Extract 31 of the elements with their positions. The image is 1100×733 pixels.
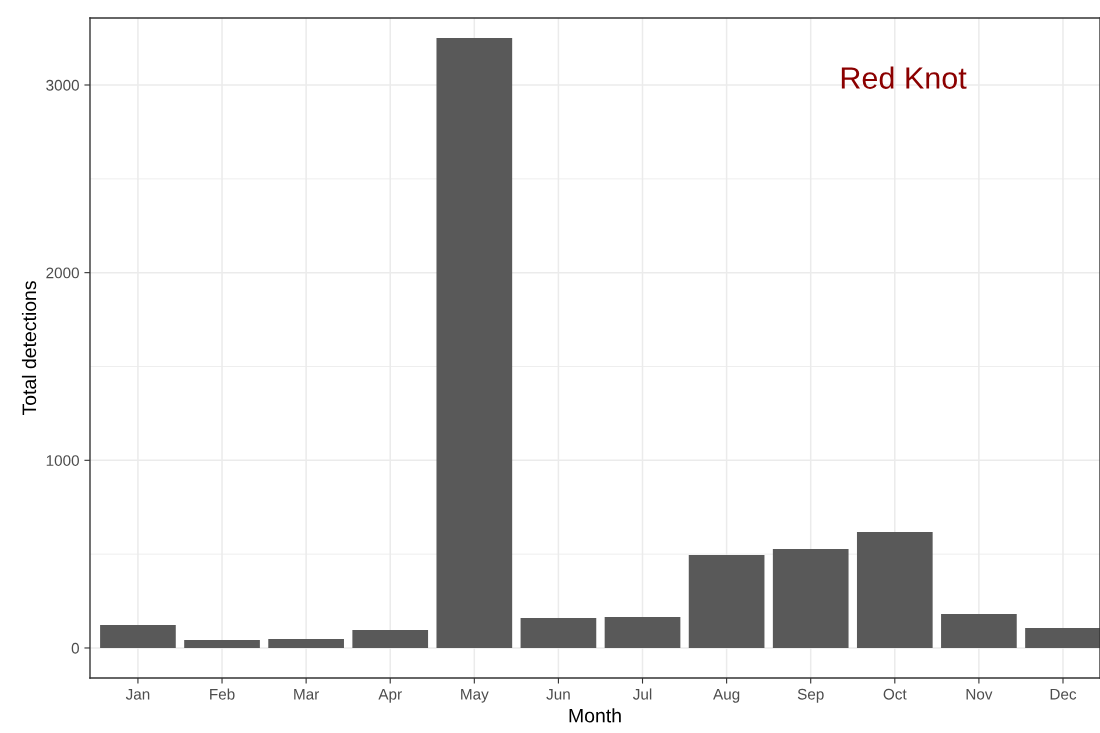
x-tick-label: Sep	[797, 688, 824, 703]
x-tick-label: Dec	[1050, 688, 1077, 700]
x-axis-title: Month	[569, 708, 621, 723]
x-tick-label: Feb	[210, 688, 235, 700]
bar	[100, 624, 176, 648]
annotation: Red Knot	[841, 66, 967, 89]
x-tick-label: Jan	[125, 688, 150, 700]
y-tick-label: 1000	[46, 455, 79, 466]
bar	[688, 554, 765, 648]
bar	[772, 548, 849, 648]
bar	[352, 629, 429, 648]
x-tick-label: Oct	[883, 688, 907, 700]
x-tick-label: Mar	[294, 688, 320, 700]
x-tick-label: Jun	[546, 688, 570, 700]
x-tick-label: Apr	[378, 688, 402, 703]
x-tick-label: May	[461, 688, 489, 703]
bar	[436, 38, 513, 648]
y-axis-title: Total detections	[21, 281, 37, 416]
x-tick-label: Nov	[966, 688, 993, 700]
bar	[184, 639, 260, 648]
bar	[604, 617, 681, 648]
x-tick-label: Jul	[632, 688, 652, 700]
y-tick-label: 3000	[46, 79, 79, 91]
bar	[520, 617, 597, 648]
bar	[941, 614, 1017, 648]
y-tick-label: 2000	[46, 267, 79, 279]
bar	[268, 638, 344, 648]
bar	[856, 532, 933, 648]
bar	[1025, 627, 1100, 648]
x-tick-label: Aug	[713, 688, 740, 703]
y-tick-label: 0	[71, 642, 79, 654]
